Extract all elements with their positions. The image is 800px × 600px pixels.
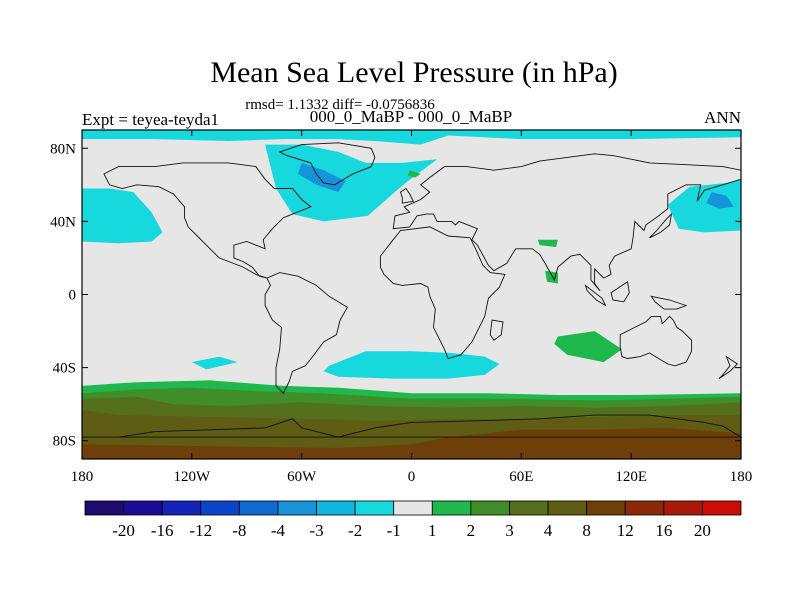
colorbar-swatch xyxy=(470,500,510,516)
contour-regions xyxy=(82,130,741,459)
coastline-new-zealand xyxy=(718,355,739,379)
colorbar-swatch xyxy=(200,500,240,516)
colorbar-label: 20 xyxy=(694,521,711,540)
y-tick-label: 80S xyxy=(53,434,76,450)
coastline-north-america xyxy=(103,162,312,279)
x-tick-label: 60E xyxy=(509,469,533,485)
x-tick-label: 180 xyxy=(730,469,753,485)
coastline-new-guinea xyxy=(650,295,688,310)
colorbar-swatch xyxy=(624,500,665,516)
colorbar-swatch xyxy=(84,500,124,516)
contour-region-north-atlantic-cyan xyxy=(265,144,438,222)
colorbar-swatch xyxy=(316,500,356,516)
contour-region-russia-green xyxy=(407,170,421,178)
chart-subtitle-center: 000_0_MaBP - 000_0_MaBP xyxy=(310,107,512,126)
chart-stats: rmsd= 1.1332 diff= -0.0756836 xyxy=(245,97,435,113)
map-area xyxy=(81,129,743,460)
colorbar-label: -8 xyxy=(232,521,246,540)
coastlines xyxy=(82,142,743,438)
colorbar-swatch xyxy=(431,500,472,516)
colorbar-swatch xyxy=(277,500,317,516)
colorbar-swatch xyxy=(393,500,433,516)
coastline-sumatra xyxy=(584,284,607,307)
contour-region-india-green xyxy=(545,270,558,284)
colorbar-swatch xyxy=(161,500,202,516)
colorbar: -20 -16 -12 -8 -4 -3 -2 -1 1 2 3 4 8 12 16 20 xyxy=(84,500,742,540)
contour-region-north-pacific-west-cyan xyxy=(667,179,741,233)
colorbar-swatch xyxy=(509,500,549,516)
colorbar-label: 8 xyxy=(582,521,591,540)
colorbar-label: -20 xyxy=(112,521,135,540)
x-tick-label: 120W xyxy=(173,469,211,485)
colorbar-label: 2 xyxy=(467,521,476,540)
coastline-japan xyxy=(649,212,673,239)
chart-subtitle-right: ANN xyxy=(704,108,741,127)
coastline-australia xyxy=(619,315,693,367)
coastline-borneo xyxy=(610,280,630,303)
contour-region-indian-ocean-green xyxy=(554,331,622,363)
map-axes: 180 120W 60W 0 60E 120E 180 80N 40N 0 40S 80S xyxy=(50,130,752,485)
y-tick-label: 40N xyxy=(50,214,76,230)
colorbar-label: 12 xyxy=(617,521,634,540)
colorbar-label: 3 xyxy=(505,521,514,540)
colorbar-label: -2 xyxy=(348,521,362,540)
contour-region-north-pacific-cyan xyxy=(82,188,163,244)
coastline-africa xyxy=(379,226,506,360)
colorbar-swatch xyxy=(702,500,742,516)
colorbar-swatch xyxy=(123,500,163,516)
y-tick-label: 0 xyxy=(69,288,77,304)
contour-region-kamchatka-core xyxy=(706,192,734,209)
coastline-madagascar xyxy=(489,319,504,341)
colorbar-label: -4 xyxy=(271,521,286,540)
contour-region-southern-ocean-cyan xyxy=(323,351,500,379)
colorbar-swatch xyxy=(586,500,626,516)
x-tick-label: 180 xyxy=(71,469,94,485)
coastline-south-america xyxy=(264,272,349,394)
chart-title: Mean Sea Level Pressure (in hPa) xyxy=(210,56,617,89)
x-tick-label: 0 xyxy=(408,469,416,485)
x-tick-label: 60W xyxy=(287,469,317,485)
colorbar-label: -12 xyxy=(189,521,212,540)
coastline-antarctica xyxy=(82,414,743,438)
y-tick-label: 80N xyxy=(50,141,76,157)
contour-region-southern-band-12 xyxy=(82,427,741,459)
coastline-british-isles xyxy=(399,187,414,204)
colorbar-swatch xyxy=(547,500,588,516)
colorbar-label: -1 xyxy=(387,521,401,540)
colorbar-label: 4 xyxy=(544,521,553,540)
coastline-eurasia xyxy=(392,153,742,292)
colorbar-swatch xyxy=(354,500,395,516)
colorbar-label: 16 xyxy=(655,521,672,540)
contour-region-southern-ocean-west-cyan xyxy=(191,356,238,370)
chart-subtitle-left: Expt = teyea-teyda1 xyxy=(82,110,219,129)
colorbar-label: -16 xyxy=(151,521,174,540)
coastline-greenland xyxy=(278,142,376,186)
contour-region-arabian-sea-green xyxy=(537,239,558,247)
colorbar-label: 1 xyxy=(428,521,437,540)
contour-region-arctic-cyan xyxy=(82,130,741,145)
colorbar-swatch xyxy=(663,500,703,516)
colorbar-swatch xyxy=(238,500,279,516)
y-tick-label: 40S xyxy=(53,361,76,377)
x-tick-label: 120E xyxy=(615,469,647,485)
colorbar-label: -3 xyxy=(309,521,323,540)
